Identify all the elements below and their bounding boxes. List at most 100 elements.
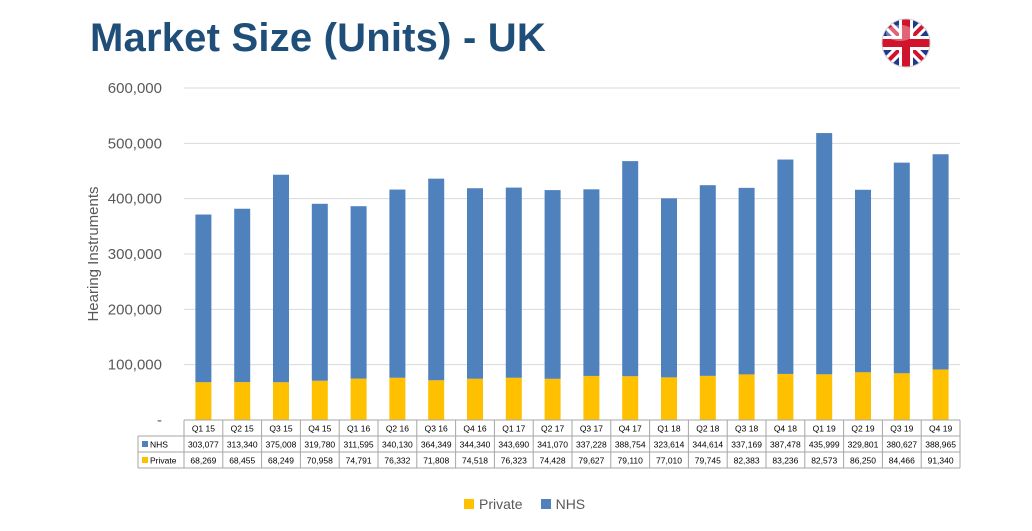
bar-private bbox=[467, 378, 483, 420]
table-value: 387,478 bbox=[770, 440, 801, 450]
y-axis-label: Hearing Instruments bbox=[85, 186, 102, 321]
table-category-label: Q1 18 bbox=[657, 424, 680, 434]
table-value: 79,745 bbox=[695, 456, 721, 466]
bar-private bbox=[661, 377, 677, 420]
bar-private bbox=[234, 382, 251, 420]
table-value: 79,627 bbox=[578, 456, 604, 466]
bar-private bbox=[389, 377, 406, 420]
table-value: 341,070 bbox=[537, 440, 568, 450]
legend-label-nhs: NHS bbox=[555, 496, 586, 512]
table-value: 74,428 bbox=[540, 456, 566, 466]
legend-item-private: Private bbox=[464, 496, 523, 512]
legend-swatch-nhs bbox=[540, 499, 551, 509]
bar-private bbox=[273, 382, 289, 420]
table-category-label: Q4 19 bbox=[929, 424, 952, 434]
bar-private bbox=[428, 380, 445, 420]
table-category-label: Q1 16 bbox=[347, 424, 370, 434]
table-value: 364,349 bbox=[421, 440, 452, 450]
table-value: 82,383 bbox=[734, 456, 760, 466]
table-value: 343,690 bbox=[498, 440, 529, 450]
table-value: 71,808 bbox=[423, 456, 449, 466]
bar-nhs bbox=[855, 189, 871, 373]
table-value: 68,269 bbox=[190, 456, 216, 466]
bar-nhs bbox=[583, 189, 600, 376]
bar-nhs bbox=[544, 190, 561, 379]
table-legend-key bbox=[142, 457, 148, 463]
table-category-label: Q2 15 bbox=[231, 424, 254, 434]
bar-private bbox=[622, 376, 639, 420]
table-value: 70,958 bbox=[307, 456, 333, 466]
bar-nhs bbox=[738, 187, 755, 375]
table-category-label: Q1 19 bbox=[813, 424, 836, 434]
table-value: 388,754 bbox=[615, 440, 646, 450]
table-value: 68,249 bbox=[268, 456, 294, 466]
legend-item-nhs: NHS bbox=[540, 496, 586, 512]
bar-nhs bbox=[777, 159, 794, 374]
y-tick-label: 400,000 bbox=[108, 191, 162, 208]
bar-private bbox=[350, 378, 367, 420]
bar-nhs bbox=[622, 161, 639, 377]
table-value: 74,791 bbox=[346, 456, 372, 466]
table-category-label: Q3 19 bbox=[890, 424, 913, 434]
bar-private bbox=[738, 374, 755, 420]
table-value: 375,008 bbox=[266, 440, 297, 450]
bars bbox=[195, 133, 949, 420]
table-category-label: Q4 17 bbox=[619, 424, 642, 434]
bar-private bbox=[893, 373, 910, 420]
table-value: 337,228 bbox=[576, 440, 607, 450]
table-value: 84,466 bbox=[889, 456, 915, 466]
bar-private bbox=[777, 373, 794, 420]
y-tick-label: - bbox=[157, 412, 162, 429]
y-tick-label: 200,000 bbox=[108, 301, 162, 318]
bar-nhs bbox=[195, 214, 212, 383]
bar-nhs bbox=[661, 198, 677, 378]
table-value: 435,999 bbox=[809, 440, 840, 450]
bar-nhs bbox=[893, 162, 910, 374]
legend-label-private: Private bbox=[479, 496, 523, 512]
table-category-label: Q4 16 bbox=[463, 424, 486, 434]
table-value: 74,518 bbox=[462, 456, 488, 466]
y-axis-ticks: - 100,000 200,000 300,000 400,000 500,000 600,… bbox=[108, 80, 162, 429]
table-category-label: Q3 16 bbox=[425, 424, 448, 434]
table-value: 91,340 bbox=[928, 456, 954, 466]
bar-private bbox=[505, 377, 522, 420]
bar-nhs bbox=[273, 174, 289, 383]
table-category-label: Q3 15 bbox=[269, 424, 292, 434]
bar-private bbox=[699, 375, 716, 420]
table-category-label: Q2 17 bbox=[541, 424, 564, 434]
table-value: 68,455 bbox=[229, 456, 255, 466]
bar-private bbox=[311, 380, 328, 420]
table-category-label: Q4 18 bbox=[774, 424, 797, 434]
table-value: 313,340 bbox=[227, 440, 258, 450]
table-value: 344,614 bbox=[692, 440, 723, 450]
table-row-label: Private bbox=[150, 456, 177, 466]
table-value: 329,801 bbox=[848, 440, 879, 450]
y-tick-label: 500,000 bbox=[108, 135, 162, 152]
table-category-label: Q2 16 bbox=[386, 424, 409, 434]
table-value: 337,169 bbox=[731, 440, 762, 450]
bar-nhs bbox=[816, 133, 833, 375]
table-value: 76,323 bbox=[501, 456, 527, 466]
table-category-label: Q1 15 bbox=[192, 424, 215, 434]
bar-nhs bbox=[311, 203, 328, 381]
table-value: 77,010 bbox=[656, 456, 682, 466]
bar-nhs bbox=[428, 178, 445, 381]
bar-nhs bbox=[699, 185, 716, 376]
table-value: 79,110 bbox=[618, 456, 644, 466]
table-category-label: Q2 19 bbox=[851, 424, 874, 434]
table-value: 340,130 bbox=[382, 440, 413, 450]
y-tick-label: 100,000 bbox=[108, 357, 162, 374]
uk-flag-icon bbox=[881, 18, 931, 68]
table-value: 83,236 bbox=[772, 456, 798, 466]
table-value: 86,250 bbox=[850, 456, 876, 466]
bar-nhs bbox=[932, 154, 949, 370]
table-category-label: Q4 15 bbox=[308, 424, 331, 434]
table-value: 303,077 bbox=[188, 440, 219, 450]
table-value: 82,573 bbox=[811, 456, 837, 466]
gridlines bbox=[184, 87, 960, 366]
bar-nhs bbox=[467, 188, 483, 379]
table-value: 76,332 bbox=[384, 456, 410, 466]
legend: Private NHS bbox=[464, 496, 585, 512]
bar-private bbox=[583, 375, 600, 420]
